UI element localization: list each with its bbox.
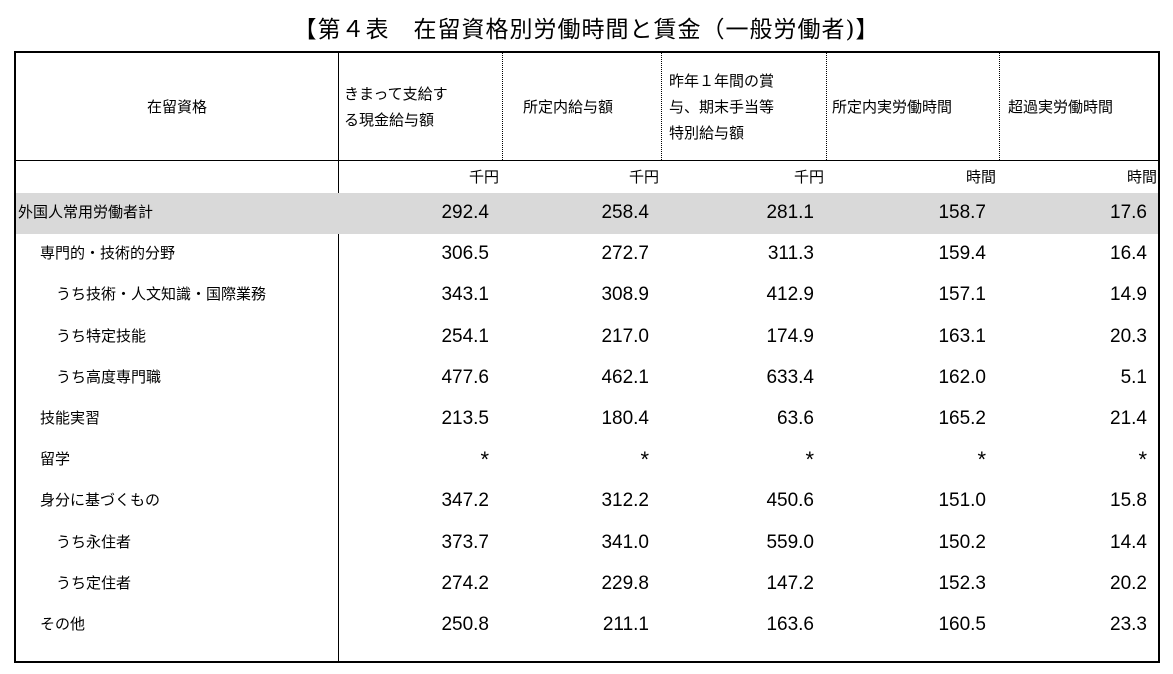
column-divider (999, 53, 1000, 160)
table-row: うち永住者 373.7 341.0 559.0 150.2 14.4 (16, 523, 1158, 564)
table-cell: 20.2 (997, 564, 1147, 605)
unit-label: 千円 (506, 160, 659, 192)
table-cell: 272.7 (499, 234, 649, 275)
table-row: 技能実習 213.5 180.4 63.6 165.2 21.4 (16, 399, 1158, 440)
table-cell: 312.2 (499, 481, 649, 522)
col-header-monthly-cash-earnings: きまって支給す る現金給与額 (344, 53, 502, 160)
table-cell: 412.9 (664, 275, 814, 316)
table-cell: 462.1 (499, 358, 649, 399)
row-label: 外国人常用労働者計 (18, 193, 153, 234)
table-cell: 211.1 (499, 605, 649, 646)
row-label: 専門的・技術的分野 (40, 234, 175, 275)
table-cell: 250.8 (339, 605, 489, 646)
table-cell: 281.1 (664, 193, 814, 234)
table-cell: 159.4 (836, 234, 986, 275)
col-header-status: 在留資格 (16, 53, 338, 160)
table-row: 外国人常用労働者計 292.4 258.4 281.1 158.7 17.6 (16, 193, 1158, 234)
table-cell: 23.3 (997, 605, 1147, 646)
column-divider (502, 53, 503, 160)
table-cell: * (664, 440, 814, 481)
table-cell: 258.4 (499, 193, 649, 234)
table-cell: 347.2 (339, 481, 489, 522)
table-cell: 254.1 (339, 317, 489, 358)
table-row: うち定住者 274.2 229.8 147.2 152.3 20.2 (16, 564, 1158, 605)
table-row: うち特定技能 254.1 217.0 174.9 163.1 20.3 (16, 317, 1158, 358)
table-cell: 15.8 (997, 481, 1147, 522)
table-cell: 559.0 (664, 523, 814, 564)
table-cell: 21.4 (997, 399, 1147, 440)
table-cell: 306.5 (339, 234, 489, 275)
table-cell: 17.6 (997, 193, 1147, 234)
table-row: 留学 * * * * * (16, 440, 1158, 481)
table-row: うち技術・人文知識・国際業務 343.1 308.9 412.9 157.1 14.9 (16, 275, 1158, 316)
table-cell: 292.4 (339, 193, 489, 234)
table-cell: 14.4 (997, 523, 1147, 564)
unit-label: 千円 (344, 160, 499, 192)
table-cell: 633.4 (664, 358, 814, 399)
column-divider (826, 53, 827, 160)
table-cell: 229.8 (499, 564, 649, 605)
table-row: うち高度専門職 477.6 462.1 633.4 162.0 5.1 (16, 358, 1158, 399)
table-row: 専門的・技術的分野 306.5 272.7 311.3 159.4 16.4 (16, 234, 1158, 275)
table-cell: 150.2 (836, 523, 986, 564)
units-row: 千円 千円 千円 時間 時間 (16, 160, 1158, 192)
row-label: うち技術・人文知識・国際業務 (56, 275, 266, 316)
table-cell: 63.6 (664, 399, 814, 440)
table-cell: 477.6 (339, 358, 489, 399)
table-cell: 343.1 (339, 275, 489, 316)
col-header-overtime-hours: 超過実労働時間 (1008, 53, 1158, 160)
table-cell: * (836, 440, 986, 481)
unit-label: 時間 (1004, 160, 1157, 192)
row-label: うち定住者 (56, 564, 131, 605)
table-cell: 5.1 (997, 358, 1147, 399)
table-cell: 373.7 (339, 523, 489, 564)
col-header-annual-bonus: 昨年１年間の賞 与、期末手当等 特別給与額 (669, 53, 829, 160)
table-cell: 274.2 (339, 564, 489, 605)
row-label: 技能実習 (40, 399, 100, 440)
table-cell: 20.3 (997, 317, 1147, 358)
table-cell: 450.6 (664, 481, 814, 522)
table-cell: 147.2 (664, 564, 814, 605)
table-cell: 152.3 (836, 564, 986, 605)
table-cell: 174.9 (664, 317, 814, 358)
table-cell: 16.4 (997, 234, 1147, 275)
table-cell: 308.9 (499, 275, 649, 316)
table-cell: 163.1 (836, 317, 986, 358)
row-label: 身分に基づくもの (40, 481, 160, 522)
row-label: うち永住者 (56, 523, 131, 564)
table-cell: 151.0 (836, 481, 986, 522)
col-header-scheduled-hours: 所定内実労働時間 (832, 53, 998, 160)
row-label: 留学 (40, 440, 70, 481)
table-cell: * (339, 440, 489, 481)
table-row: 身分に基づくもの 347.2 312.2 450.6 151.0 15.8 (16, 481, 1158, 522)
table-cell: 160.5 (836, 605, 986, 646)
wage-table: 在留資格 きまって支給す る現金給与額 所定内給与額 昨年１年間の賞 与、期末手… (14, 51, 1160, 663)
unit-label: 時間 (831, 160, 996, 192)
unit-label: 千円 (666, 160, 824, 192)
table-cell: 163.6 (664, 605, 814, 646)
row-label: うち特定技能 (56, 317, 146, 358)
table-cell: 165.2 (836, 399, 986, 440)
table-cell: 157.1 (836, 275, 986, 316)
table-cell: 162.0 (836, 358, 986, 399)
column-divider (661, 53, 662, 160)
table-cell: 180.4 (499, 399, 649, 440)
row-label: うち高度専門職 (56, 358, 161, 399)
table-cell: 311.3 (664, 234, 814, 275)
col-header-scheduled-earnings: 所定内給与額 (523, 53, 663, 160)
table-cell: * (997, 440, 1147, 481)
table-cell: 14.9 (997, 275, 1147, 316)
table-cell: 213.5 (339, 399, 489, 440)
table-header: 在留資格 きまって支給す る現金給与額 所定内給与額 昨年１年間の賞 与、期末手… (16, 53, 1158, 161)
table-cell: 217.0 (499, 317, 649, 358)
table-title: 【第４表 在留資格別労働時間と賃金（一般労働者)】 (0, 10, 1173, 44)
row-label: その他 (40, 605, 85, 646)
table-row: その他 250.8 211.1 163.6 160.5 23.3 (16, 605, 1158, 646)
table-cell: 158.7 (836, 193, 986, 234)
table-cell: 341.0 (499, 523, 649, 564)
table-cell: * (499, 440, 649, 481)
